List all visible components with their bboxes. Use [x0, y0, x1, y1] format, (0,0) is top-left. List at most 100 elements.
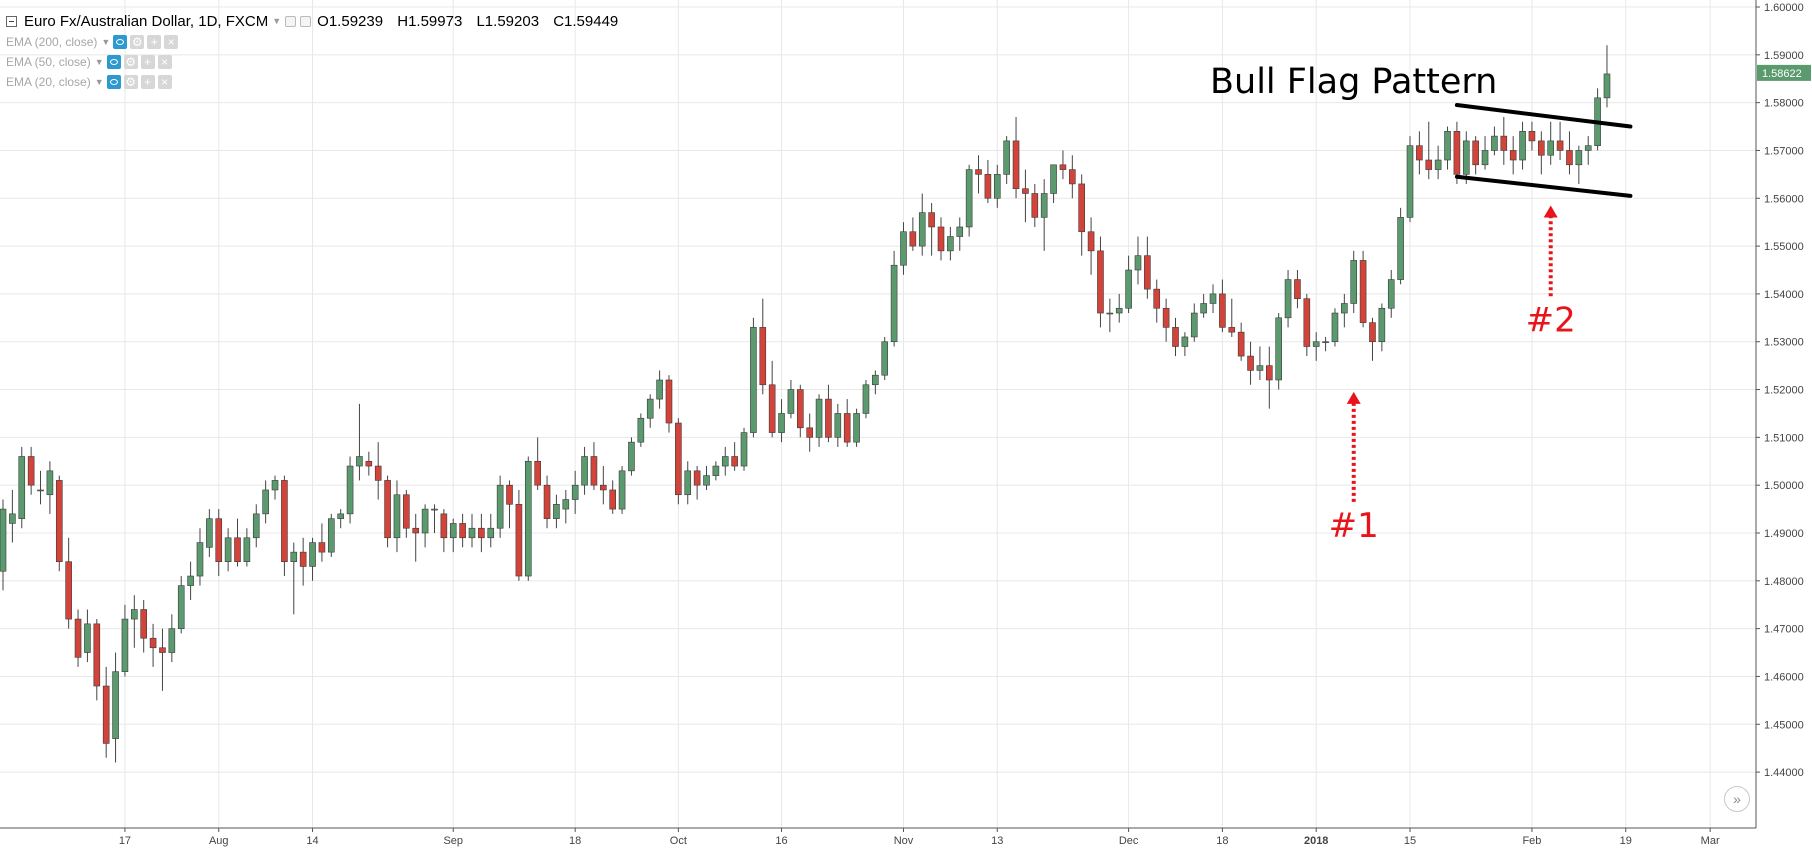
candle-body — [1022, 188, 1029, 194]
visibility-icon[interactable] — [285, 15, 297, 27]
candle-body — [1125, 269, 1132, 309]
candle-bullish — [524, 456, 532, 581]
candle-body — [431, 508, 438, 511]
candle-bearish — [1022, 169, 1029, 223]
candle-body — [1200, 303, 1207, 314]
gear-icon[interactable]: ⚙ — [123, 55, 138, 69]
candle-body — [562, 499, 570, 510]
close-value: C1.59449 — [553, 12, 619, 30]
scroll-to-realtime-button[interactable]: » — [1724, 786, 1750, 812]
candle-body — [1059, 164, 1067, 170]
candle-bearish — [1472, 136, 1479, 175]
candle-body — [937, 226, 945, 252]
candle-bullish — [421, 504, 429, 548]
gear-icon[interactable]: ⚙ — [123, 75, 138, 89]
candle-body — [947, 236, 954, 252]
y-tick-label: 1.44000 — [1764, 767, 1804, 779]
x-tick-label: 16 — [775, 835, 787, 847]
candle-body — [703, 475, 710, 486]
candle-bearish — [1453, 121, 1461, 184]
candle-body — [55, 480, 63, 562]
candle-body — [374, 465, 382, 481]
candle-body — [224, 537, 232, 562]
eye-icon[interactable] — [113, 35, 128, 49]
candle-bullish — [9, 489, 16, 543]
candle-bearish — [543, 475, 551, 529]
candle-body — [1519, 131, 1526, 161]
candle-bullish — [1312, 332, 1320, 361]
ohlc-values: O1.59239 H1.59973 L1.59203 C1.59449 — [317, 13, 618, 30]
indicator-ema-200[interactable]: EMA (200, close) ▼ ⚙ + × — [6, 33, 179, 51]
x-tick-label: Oct — [670, 835, 687, 847]
arrow-head — [1346, 391, 1361, 404]
plus-icon[interactable]: + — [147, 35, 162, 49]
candle-bearish — [1425, 121, 1433, 180]
candle-body — [1144, 255, 1151, 290]
low-value: L1.59203 — [476, 12, 540, 30]
eye-icon[interactable] — [106, 55, 121, 69]
bull-flag-lines — [1454, 103, 1633, 198]
candle-bearish — [1219, 279, 1226, 333]
candle-bullish — [168, 614, 176, 663]
candle-bearish — [796, 384, 804, 438]
price-axis[interactable]: 1.44000 1.45000 1.46000 1.47000 1.48000 1.490… — [1755, 0, 1811, 828]
candle-body — [956, 226, 964, 237]
plus-icon[interactable]: + — [140, 75, 155, 89]
candle-body — [637, 417, 645, 443]
close-icon[interactable]: × — [157, 55, 172, 69]
indicator-label[interactable]: EMA (50, close) — [6, 55, 91, 69]
candle-body — [853, 413, 860, 443]
indicator-label[interactable]: EMA (20, close) — [6, 75, 91, 89]
candle-bullish — [834, 403, 842, 447]
collapse-icon[interactable] — [6, 15, 17, 27]
time-axis[interactable]: 17 Aug 14 Sep 18 Oct 16 Nov 13 Dec 18 2018 15 Feb 19 Ma… — [0, 827, 1756, 847]
candle-body — [834, 413, 842, 438]
chevron-down-icon[interactable]: ▼ — [94, 77, 104, 87]
candle-bearish — [374, 442, 382, 500]
candle-bearish — [590, 442, 598, 490]
plus-icon[interactable]: + — [140, 55, 155, 69]
candle-body — [337, 513, 344, 519]
indicator-label[interactable]: EMA (200, close) — [6, 35, 98, 49]
candle-body — [1228, 327, 1236, 333]
candle-body — [1416, 145, 1423, 161]
candle-body — [721, 456, 729, 467]
eye-icon[interactable] — [106, 75, 121, 89]
candle-bullish — [1547, 121, 1554, 165]
chart-grid — [0, 0, 1756, 828]
candle-bearish — [665, 375, 673, 433]
candle-bearish — [534, 437, 541, 490]
candle-bullish — [553, 494, 560, 529]
candle-bullish — [853, 408, 860, 447]
candle-body — [159, 647, 166, 653]
candle-body — [1003, 140, 1010, 175]
candle-bearish — [1069, 155, 1076, 199]
symbol-title[interactable]: Euro Fx/Australian Dollar, 1D, FXCM — [24, 12, 269, 30]
close-icon[interactable]: × — [157, 75, 172, 89]
y-tick-label: 1.60000 — [1764, 2, 1804, 14]
indicator-ema-20[interactable]: EMA (20, close) ▼ ⚙ + × — [6, 73, 172, 91]
y-tick-label: 1.47000 — [1764, 624, 1804, 636]
candle-body — [815, 398, 823, 438]
candle-bullish — [496, 475, 504, 538]
close-icon[interactable]: × — [164, 35, 179, 49]
candle-body — [600, 484, 607, 491]
chevron-down-icon[interactable]: ▼ — [94, 57, 104, 67]
candle-bullish — [356, 403, 363, 481]
candle-body — [993, 174, 1001, 199]
candle-bullish — [712, 461, 720, 481]
candle-body — [872, 374, 879, 386]
candle-body — [928, 212, 935, 228]
chevron-down-icon[interactable]: ▼ — [101, 37, 111, 47]
annotation-arrow: #1 — [1329, 391, 1379, 546]
chevron-down-icon[interactable]: ▼ — [272, 16, 282, 26]
candle-bullish — [918, 193, 926, 256]
settings-icon[interactable] — [300, 15, 312, 27]
candle-bullish — [890, 250, 898, 347]
chart-title: Bull Flag Pattern — [1210, 62, 1497, 102]
candle-bearish — [149, 623, 157, 667]
candle-body — [140, 609, 147, 639]
indicator-ema-50[interactable]: EMA (50, close) ▼ ⚙ + × — [6, 53, 172, 71]
gear-icon[interactable]: ⚙ — [130, 35, 145, 49]
